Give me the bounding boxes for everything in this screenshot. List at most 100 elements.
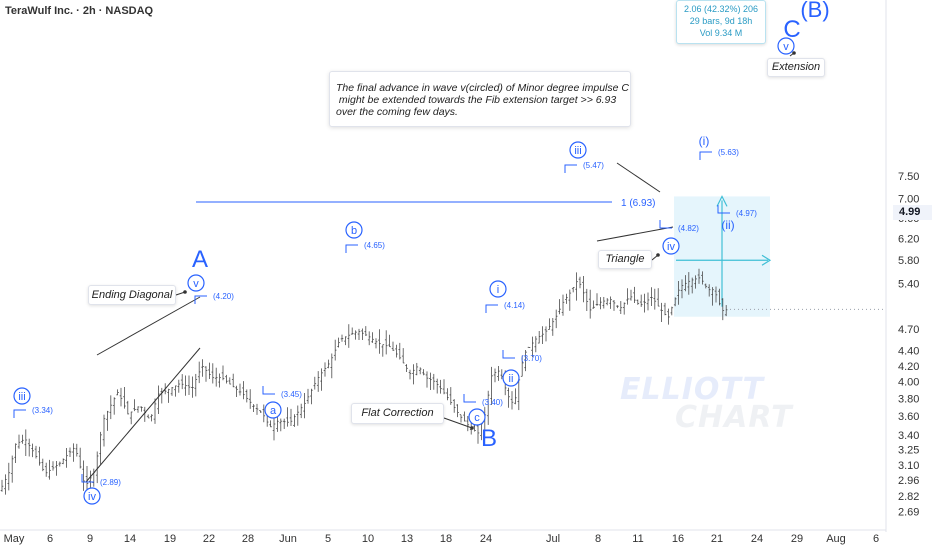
time-tick-label: 24 [751, 533, 763, 545]
time-tick-label: 24 [480, 533, 492, 545]
candle [7, 462, 11, 491]
candle [282, 418, 286, 429]
candle [150, 414, 153, 422]
time-tick-label: 9 [87, 533, 93, 545]
wave-label-iv: iv [88, 491, 96, 503]
price-tick-label: 4.70 [898, 324, 919, 336]
candle [585, 288, 589, 312]
candle [119, 387, 123, 407]
time-tick-label: Jul [546, 533, 560, 545]
candle [102, 414, 106, 447]
candle [704, 283, 708, 289]
wave-circle [468, 408, 486, 426]
candle [187, 375, 191, 395]
candle [347, 324, 351, 348]
label-leader-dot [656, 253, 660, 257]
candle [565, 293, 568, 304]
candle [231, 373, 235, 388]
candle [527, 346, 531, 348]
watermark-chart: CHART [675, 400, 793, 435]
candle [279, 418, 283, 432]
price-tick-label: 2.69 [898, 506, 919, 518]
candle [214, 367, 218, 387]
candle [14, 443, 17, 464]
candle [537, 330, 541, 344]
candle [687, 272, 691, 295]
wave-label-iv-second: iv [667, 241, 675, 253]
wave-label-ii: ii [509, 373, 514, 385]
candle [65, 447, 68, 468]
time-tick-label: 6 [873, 533, 879, 545]
candle [415, 362, 419, 376]
wave-circle [569, 141, 587, 159]
candle [680, 279, 684, 299]
wave-label-paren-i: (i) [699, 134, 710, 148]
candle [95, 451, 99, 484]
candlestick-series [0, 268, 728, 495]
candle [690, 277, 694, 294]
price-label-4-82: (4.82) [678, 224, 699, 233]
time-tick-label: 18 [440, 533, 452, 545]
triangle-upper-trendline [616, 162, 661, 193]
price-label-3-45: (3.45) [281, 390, 302, 399]
candle [276, 415, 279, 432]
candle [51, 461, 55, 471]
wave-label-paren-ii: (ii) [721, 218, 734, 232]
candle [55, 460, 58, 476]
wave-label-iii-second: iii [574, 145, 581, 157]
extension-label: Extension [767, 58, 825, 77]
candle [306, 388, 310, 404]
candle [694, 275, 697, 289]
candle [272, 415, 276, 441]
candle [646, 292, 650, 311]
wave-circle [83, 487, 101, 505]
candle [456, 404, 459, 418]
candle [524, 350, 527, 372]
candle [126, 400, 130, 415]
candle [109, 395, 113, 420]
price-marker-tick [659, 220, 672, 229]
candle [204, 366, 208, 382]
measure-arrow-up [716, 195, 728, 207]
price-tick-label: 2.82 [898, 491, 919, 503]
candle [541, 326, 544, 345]
candle [401, 348, 405, 364]
price-label-3-70: (3.70) [521, 354, 542, 363]
candle [548, 318, 551, 330]
candle [697, 268, 701, 284]
time-tick-label: Jun [279, 533, 297, 545]
price-marker-tick [81, 474, 94, 483]
chart-header: TeraWulf Inc. · 2h · NASDAQ [5, 5, 154, 17]
candle [656, 288, 660, 307]
wave-label-B: B [481, 425, 497, 452]
candle [194, 373, 198, 397]
candle [578, 276, 582, 289]
ending-diagonal-label: Ending Diagonal [88, 285, 176, 305]
candle [724, 305, 728, 317]
candle [323, 362, 327, 377]
diagonal-upper-trendline [96, 296, 201, 356]
candle [242, 381, 245, 400]
price-tick-label: 4.00 [898, 377, 919, 389]
price-tick-label: 4.20 [898, 361, 919, 373]
time-tick-label: 8 [595, 533, 601, 545]
candle [157, 385, 160, 414]
wave-circle [662, 237, 680, 255]
price-tick-label: 3.80 [898, 394, 919, 406]
candle [398, 342, 402, 360]
price-marker-tick [13, 409, 26, 418]
candle [255, 403, 259, 415]
price-label-3-40: (3.40) [482, 398, 503, 407]
candle [245, 389, 249, 403]
candle [41, 458, 45, 472]
time-tick-label: May [4, 533, 25, 545]
wave-label-i: i [497, 284, 499, 296]
candle [633, 286, 636, 303]
flat-correction-label: Flat Correction [351, 403, 444, 424]
candle [531, 336, 534, 358]
candle [463, 411, 466, 422]
candle [344, 336, 347, 346]
label-leader-dot [792, 51, 796, 55]
candle [116, 389, 119, 396]
